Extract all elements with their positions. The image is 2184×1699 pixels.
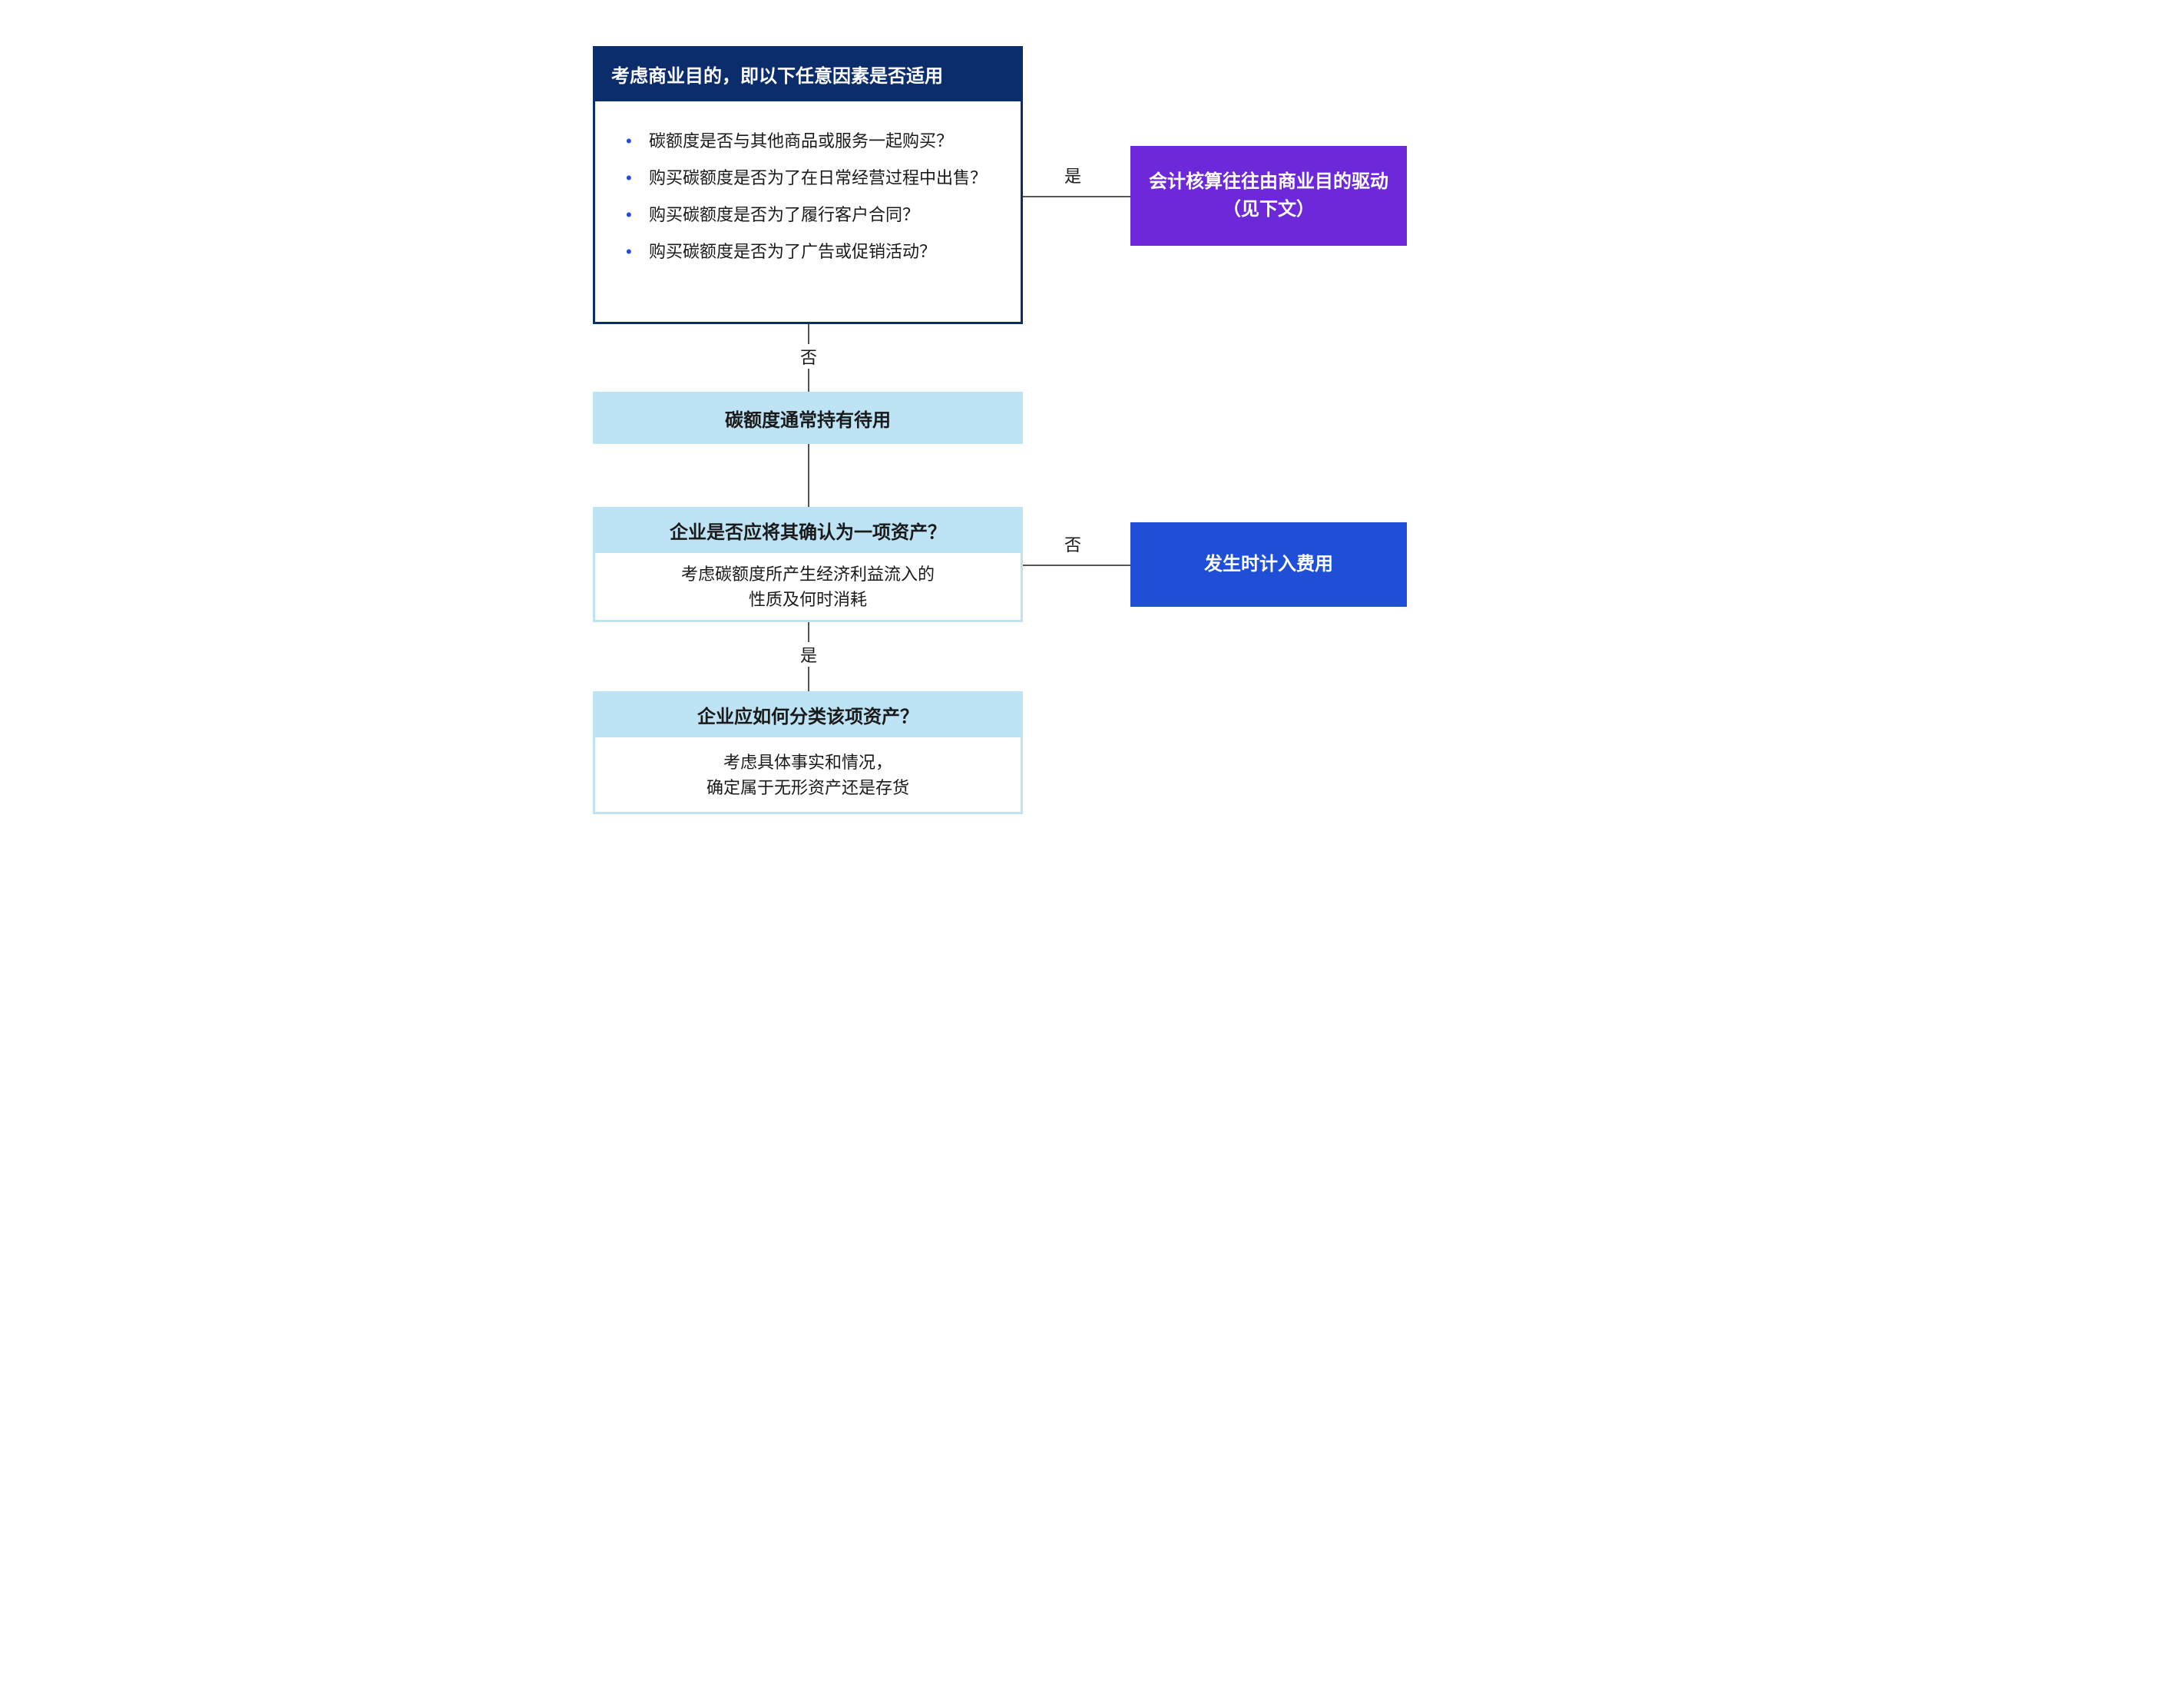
bullet-item: 碳额度是否与其他商品或服务一起购买？ [614, 129, 1002, 154]
edge-label: 否 [797, 344, 820, 369]
connector [1023, 565, 1130, 566]
node-recognize-asset-body: 考虑碳额度所产生经济利益流入的 性质及何时消耗 [593, 553, 1023, 622]
bullet-item: 购买碳额度是否为了广告或促销活动？ [614, 240, 1002, 264]
node-held-for-use: 碳额度通常持有待用 [593, 392, 1023, 444]
node-business-purpose-header: 考虑商业目的，即以下任意因素是否适用 [593, 46, 1023, 101]
bullet-item: 购买碳额度是否为了在日常经营过程中出售？ [614, 166, 1002, 190]
node-classify-asset-header: 企业应如何分类该项资产？ [593, 691, 1023, 737]
connector [1023, 196, 1130, 197]
side-s1: 会计核算往往由商业目的驱动（见下文） [1130, 146, 1407, 246]
edge-label: 是 [797, 642, 820, 667]
node-classify-asset-body: 考虑具体事实和情况， 确定属于无形资产还是存货 [593, 737, 1023, 814]
edge-label: 否 [1061, 532, 1084, 556]
node-business-purpose-body: 碳额度是否与其他商品或服务一起购买？ 购买碳额度是否为了在日常经营过程中出售？ 购买… [593, 101, 1023, 324]
node-recognize-asset-header: 企业是否应将其确认为一项资产？ [593, 507, 1023, 553]
side-s2: 发生时计入费用 [1130, 522, 1407, 607]
edge-label: 是 [1061, 163, 1084, 187]
connector [808, 444, 809, 507]
bullet-item: 购买碳额度是否为了履行客户合同？ [614, 203, 1002, 227]
